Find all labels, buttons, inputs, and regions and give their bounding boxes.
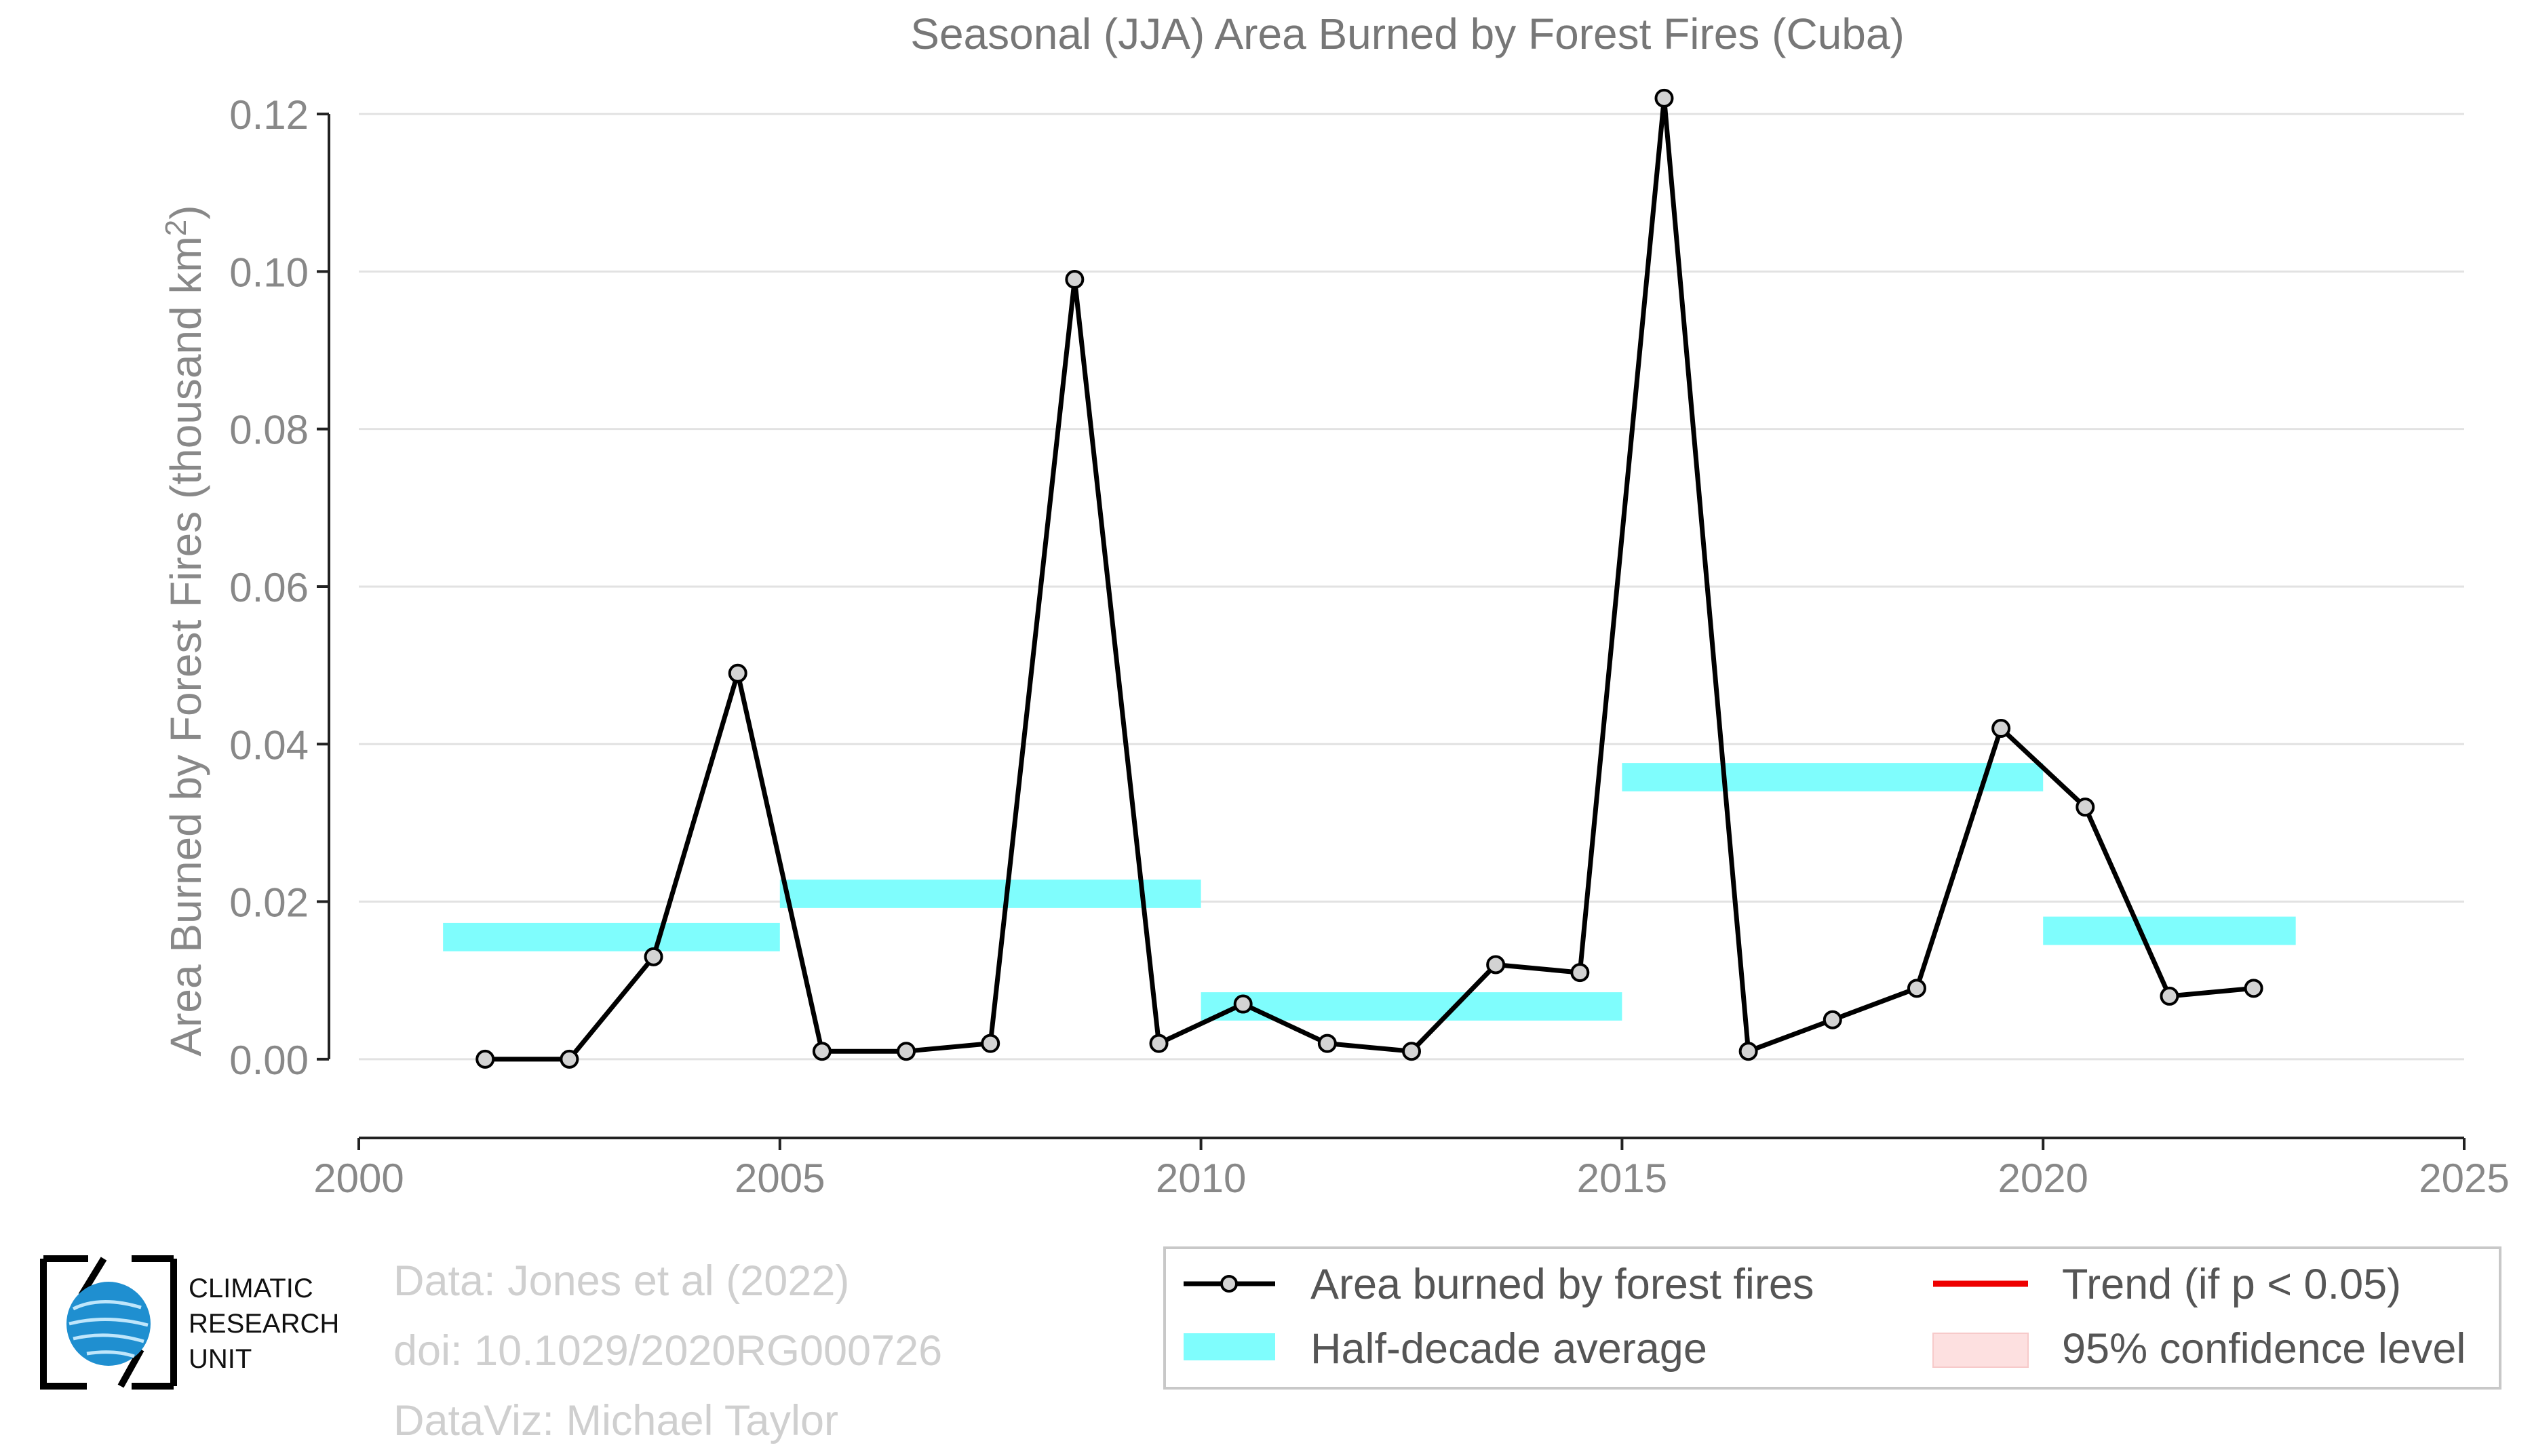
legend-confidence-swatch [1932,1333,2029,1368]
data-point [1402,1042,1421,1061]
legend-label: Area burned by forest fires [1310,1261,1814,1308]
data-point [1738,1042,1758,1061]
x-tick-label: 2010 [1156,1156,1246,1201]
data-point [1486,955,1506,975]
data-point [2244,979,2263,998]
legend-frame [1163,1246,2501,1390]
data-point [560,1049,579,1069]
half-decade-bar [779,880,1201,908]
y-tick-label: 0.08 [229,408,309,453]
data-point [1907,979,1926,998]
half-decade-bar [443,922,780,951]
half-decade-bar [2043,916,2296,945]
legend-label: Half-decade average [1310,1325,1707,1373]
data-point [1991,719,2011,739]
y-tick-label: 0.04 [229,722,309,768]
y-axis-label: Area Burned by Forest Fires (thousand km… [159,205,210,1056]
y-tick-label: 0.00 [229,1038,309,1083]
data-series [475,88,2263,1069]
credit-dataviz: DataViz: Michael Taylor [393,1397,838,1444]
legend-label: 95% confidence level [2062,1325,2466,1373]
y-tick-label: 0.02 [229,880,309,926]
data-point [812,1042,832,1061]
y-tick-label: 0.10 [229,250,309,295]
x-tick-label: 2005 [735,1156,825,1201]
data-point [1317,1034,1337,1053]
x-tick-label: 2020 [1998,1156,2088,1201]
data-point [1065,269,1085,289]
y-tick-label: 0.06 [229,565,309,610]
data-point [728,663,747,683]
logo-text-line: CLIMATIC [189,1274,313,1303]
axes: 0.00 0.02 0.04 0.06 0.08 0.10 0.12 2000 2005 2010… [229,92,2510,1201]
half-decade-average-bars [443,763,2296,1021]
credit-data-source: Data: Jones et al (2022) [393,1257,850,1305]
legend-marker-swatch [1220,1275,1238,1293]
data-point [1233,994,1253,1014]
x-tick-label: 2025 [2419,1156,2509,1201]
half-decade-bar [1622,763,2044,791]
cru-logo [40,1255,177,1390]
y-tick-label: 0.12 [229,92,309,138]
cru-logo-text: CLIMATIC RESEARCH UNIT [189,1271,339,1377]
data-point [1654,88,1674,108]
x-tick-label: 2000 [313,1156,404,1201]
legend-label: Trend (if p < 0.05) [2062,1261,2401,1308]
gridlines [359,113,2464,1061]
legend: Area burned by forest fires Trend (if p … [1163,1246,2501,1390]
data-credits: Data: Jones et al (2022) doi: 10.1029/20… [393,1246,942,1456]
chart: Seasonal (JJA) Area Burned by Forest Fir… [159,9,2510,1390]
data-point [644,947,663,966]
chart-title: Seasonal (JJA) Area Burned by Forest Fir… [910,9,1905,58]
data-point [897,1042,916,1061]
legend-entry-confidence: 95% confidence level [1932,1325,2466,1373]
x-tick-label: 2015 [1577,1156,1667,1201]
data-point [1149,1034,1169,1053]
logo-text-line: UNIT [189,1344,252,1374]
data-point [1570,963,1590,983]
data-point [1823,1010,1842,1029]
data-point [2160,986,2179,1006]
series-line [485,96,2254,1062]
legend-entry-area-burned: Area burned by forest fires [1184,1261,1814,1308]
legend-entry-trend: Trend (if p < 0.05) [1933,1261,2401,1308]
legend-entry-half-decade: Half-decade average [1184,1325,1707,1373]
logo-text-line: RESEARCH [189,1309,340,1339]
data-point [475,1049,495,1069]
credit-doi: doi: 10.1029/2020RG000726 [393,1327,943,1375]
legend-band-swatch [1184,1333,1275,1360]
data-point [981,1034,1000,1053]
data-point [2076,798,2095,817]
